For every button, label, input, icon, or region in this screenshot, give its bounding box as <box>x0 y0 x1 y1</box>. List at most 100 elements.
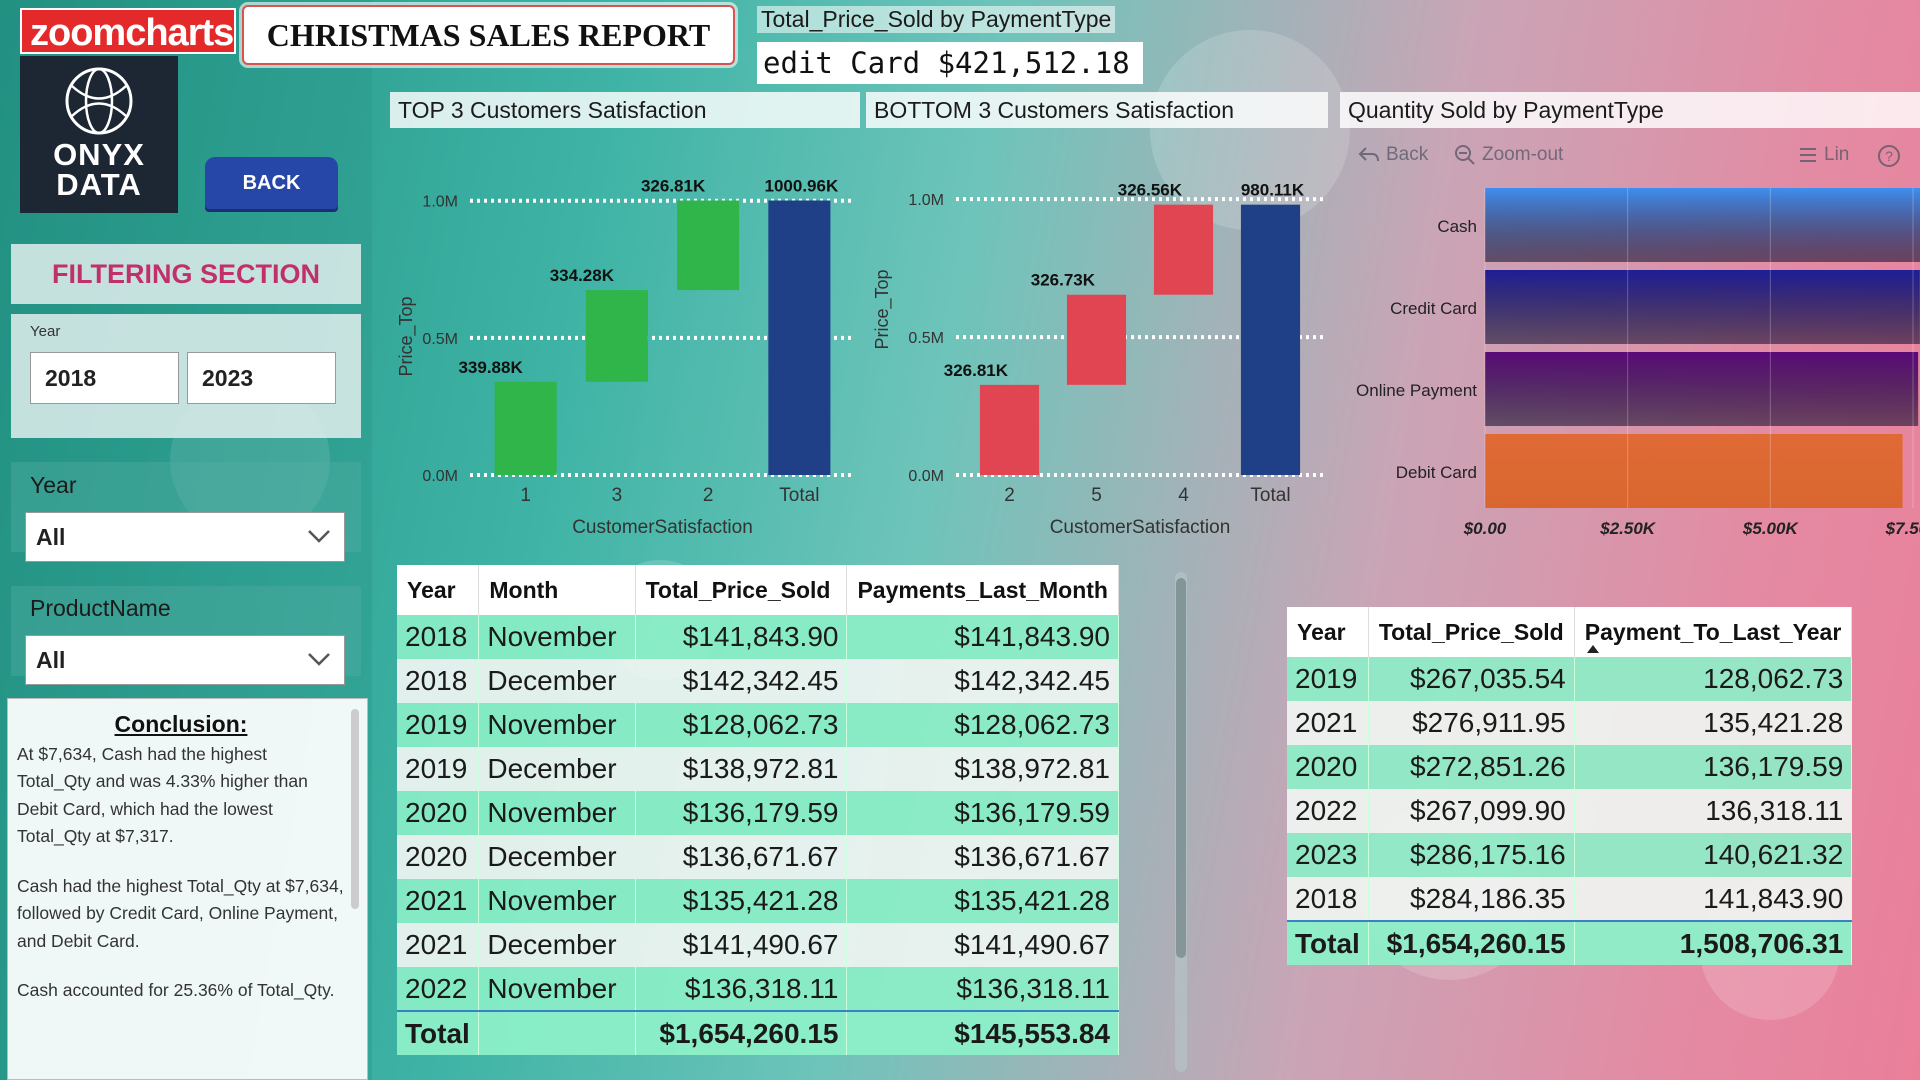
table-scrollbar-thumb[interactable] <box>1176 578 1186 958</box>
product-dropdown[interactable]: All <box>25 635 345 685</box>
table-cell: $267,035.54 <box>1368 657 1575 701</box>
waterfall-bar <box>677 200 740 291</box>
table-cell: November <box>478 791 636 835</box>
filtering-section-title: FILTERING SECTION <box>11 244 361 304</box>
col-header-total-price[interactable]: Total_Price_Sold <box>1368 607 1575 657</box>
table-row[interactable]: 2019 December $138,972.81 $138,972.81 <box>397 747 1119 791</box>
table-row[interactable]: 2020 November $136,179.59 $136,179.59 <box>397 791 1119 835</box>
table-row[interactable]: 2020 $272,851.26 136,179.59 <box>1287 745 1853 789</box>
y-tick-label: 1.0M <box>908 192 944 209</box>
table-total-row: Total $1,654,260.15 1,508,706.31 <box>1287 920 1853 965</box>
table-cell: $141,843.90 <box>846 615 1119 659</box>
waterfall-bar <box>494 381 557 475</box>
chart-back-button[interactable]: Back <box>1358 144 1428 166</box>
kpi-value: edit Card $421,512.18 <box>757 42 1143 84</box>
conclusion-paragraph-1: At $7,634, Cash had the highest Total_Qt… <box>17 743 308 847</box>
year-to-input[interactable]: 2023 <box>187 352 336 404</box>
table-cell: 2022 <box>397 967 480 1011</box>
y-tick-label: 0.0M <box>422 468 458 485</box>
table-cell: $142,342.45 <box>846 659 1119 703</box>
help-button[interactable]: ? <box>1877 144 1901 168</box>
table-cell: 2018 <box>397 615 480 659</box>
year-dropdown[interactable]: All <box>25 512 345 562</box>
top-chart-title: TOP 3 Customers Satisfaction <box>390 92 860 128</box>
table-row[interactable]: 2022 November $136,318.11 $136,318.11 <box>397 967 1119 1011</box>
table-cell: 2022 <box>1287 789 1369 833</box>
year-range-slicer: Year 2018 2023 <box>11 314 361 438</box>
table-cell: $141,490.67 <box>635 923 848 967</box>
table-cell: December <box>478 923 636 967</box>
table-scrollbar[interactable] <box>1175 572 1187 1072</box>
data-label: 326.81K <box>944 361 1009 380</box>
x-tick-label: $5.00K <box>1742 519 1800 538</box>
x-tick-label: 5 <box>1091 485 1102 506</box>
x-tick-label: 1 <box>520 485 531 506</box>
table-row[interactable]: 2019 November $128,062.73 $128,062.73 <box>397 703 1119 747</box>
table-row[interactable]: 2018 December $142,342.45 $142,342.45 <box>397 659 1119 703</box>
col-header-year[interactable]: Year <box>1287 607 1369 657</box>
table-row[interactable]: 2018 November $141,843.90 $141,843.90 <box>397 615 1119 659</box>
year-from-input[interactable]: 2018 <box>30 352 179 404</box>
help-icon: ? <box>1878 145 1900 167</box>
onyx-line2: DATA <box>56 167 142 202</box>
table-cell: December <box>478 659 636 703</box>
table-row[interactable]: 2018 $284,186.35 141,843.90 <box>1287 877 1853 921</box>
waterfall-bar <box>585 290 648 382</box>
zoom-out-button[interactable]: Zoom-out <box>1454 144 1563 166</box>
col-header-payment-last-year[interactable]: Payment_To_Last_Year <box>1574 607 1853 657</box>
table-cell: 2018 <box>1287 877 1369 921</box>
top-satisfaction-waterfall-chart: 0.0M 0.5M 1.0M Price_Top 339.88K 1 334.28K 3 326… <box>396 176 855 538</box>
x-tick-label: Total <box>1250 485 1290 506</box>
x-tick-label: 3 <box>612 485 623 506</box>
table-total-cell: $1,654,260.15 <box>635 1010 848 1055</box>
table-total-cell: 1,508,706.31 <box>1574 920 1853 965</box>
table-cell: $136,671.67 <box>846 835 1119 879</box>
table-row[interactable]: 2021 $276,911.95 135,421.28 <box>1287 701 1853 745</box>
kpi-title: Total_Price_Sold by PaymentType <box>757 6 1116 33</box>
data-label: 326.73K <box>1031 271 1096 290</box>
bottom-satisfaction-waterfall-chart: 0.0M 0.5M 1.0M Price_Top 326.81K 2 326.73K 5 326… <box>872 181 1324 538</box>
table-cell: $141,843.90 <box>635 615 848 659</box>
payment-bar <box>1485 270 1920 344</box>
table-cell: 2020 <box>1287 745 1369 789</box>
table-row[interactable]: 2021 November $135,421.28 $135,421.28 <box>397 879 1119 923</box>
table-total-cell: Total <box>397 1010 480 1055</box>
table-cell: November <box>478 615 636 659</box>
table-row[interactable]: 2020 December $136,671.67 $136,671.67 <box>397 835 1119 879</box>
data-label: 326.56K <box>1118 181 1183 200</box>
table-cell: $286,175.16 <box>1368 833 1575 877</box>
table-cell: November <box>478 703 636 747</box>
table-row[interactable]: 2019 $267,035.54 128,062.73 <box>1287 657 1853 701</box>
linear-scale-button[interactable]: Lin <box>1798 144 1849 166</box>
col-header-total-price[interactable]: Total_Price_Sold <box>635 565 848 615</box>
x-tick-label: $7.50K <box>1885 519 1920 538</box>
table-cell: 2021 <box>397 923 480 967</box>
col-header-payments-last-month[interactable]: Payments_Last_Month <box>846 565 1119 615</box>
zoomcharts-logo: zoomcharts <box>20 8 236 54</box>
table-cell: $142,342.45 <box>635 659 848 703</box>
category-label: Online Payment <box>1356 381 1477 400</box>
table-cell: $284,186.35 <box>1368 877 1575 921</box>
chevron-down-icon <box>308 653 330 666</box>
y-axis-label: Price_Top <box>396 296 417 376</box>
chart-back-label: Back <box>1386 144 1429 165</box>
table-row[interactable]: 2021 December $141,490.67 $141,490.67 <box>397 923 1119 967</box>
back-button[interactable]: BACK <box>205 157 338 209</box>
col-header-year[interactable]: Year <box>397 565 480 615</box>
yearly-sales-table: Year Total_Price_Sold Payment_To_Last_Ye… <box>1287 607 1853 965</box>
waterfall-bar <box>1066 294 1127 385</box>
data-label: 980.11K <box>1241 181 1305 200</box>
y-axis-label: Price_Top <box>872 269 893 349</box>
x-tick-label: Total <box>779 485 819 506</box>
product-dropdown-value: All <box>36 647 66 673</box>
conclusion-scrollbar[interactable] <box>351 709 359 909</box>
table-cell: 2019 <box>397 747 480 791</box>
table-cell: $135,421.28 <box>846 879 1119 923</box>
table-row[interactable]: 2023 $286,175.16 140,621.32 <box>1287 833 1853 877</box>
table-row[interactable]: 2022 $267,099.90 136,318.11 <box>1287 789 1853 833</box>
y-tick-label: 0.0M <box>908 468 944 485</box>
col-header-month[interactable]: Month <box>478 565 636 615</box>
qty-chart-title: Quantity Sold by PaymentType <box>1340 92 1920 128</box>
waterfall-bar <box>979 384 1040 475</box>
x-axis-label: CustomerSatisfaction <box>572 517 753 538</box>
